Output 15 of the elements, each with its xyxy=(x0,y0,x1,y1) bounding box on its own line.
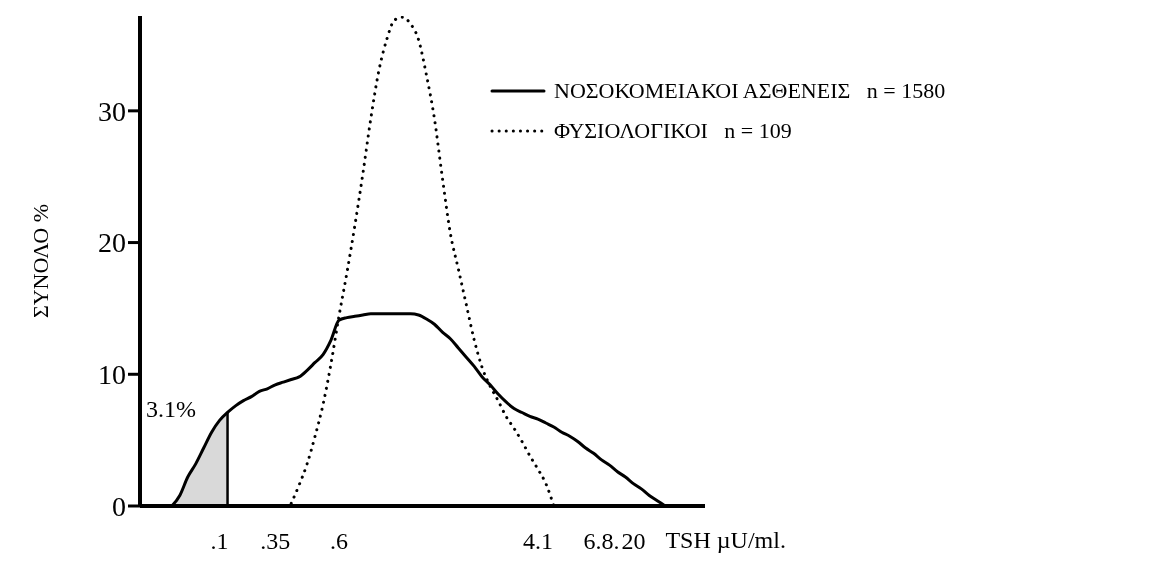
x-axis-title: TSH µU/ml. xyxy=(665,527,786,553)
x-tick-label: 6.8. xyxy=(583,528,620,555)
x-tick-label: 20 xyxy=(621,528,646,555)
y-tick-label: 0 xyxy=(112,490,126,522)
y-tick-label: 30 xyxy=(98,95,126,127)
x-tick-label: .6 xyxy=(329,528,348,555)
y-axis-title: ΣΥΝΟΛΟ % xyxy=(27,203,53,319)
x-tick-label: .1 xyxy=(210,528,229,555)
legend-label: ΝΟΣΟΚΟΜΕΙΑΚΟΙ ΑΣΘΕΝΕΙΣ n = 1580 xyxy=(554,78,946,104)
y-tick-label: 20 xyxy=(98,227,126,259)
x-tick-label: 4.1 xyxy=(522,528,553,555)
annotation: 3.1% xyxy=(146,396,196,423)
y-tick-label: 10 xyxy=(98,359,126,391)
x-tick-label: .35 xyxy=(260,528,291,555)
legend-label: ΦΥΣΙΟΛΟΓΙΚΟΙ n = 109 xyxy=(554,118,792,144)
